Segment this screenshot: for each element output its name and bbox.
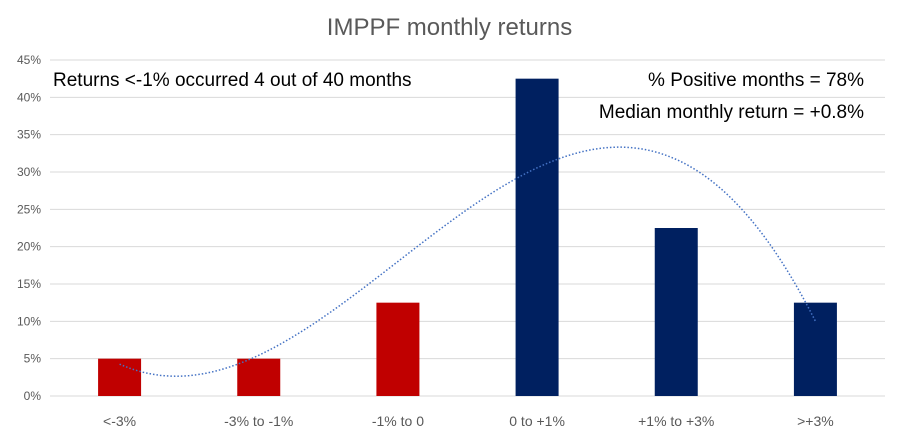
annotation-positive-months: % Positive months = 78%: [648, 70, 864, 91]
annotation-median-return: Median monthly return = +0.8%: [598, 102, 864, 123]
y-tick-label: 30%: [17, 165, 41, 179]
trendline: [119, 146, 817, 377]
bar: [515, 78, 559, 397]
bars: [98, 78, 837, 397]
y-tick-label: 25%: [17, 202, 41, 216]
y-tick-label: 20%: [17, 240, 41, 254]
y-tick-label: 10%: [17, 314, 41, 328]
bar: [654, 228, 698, 396]
x-tick-label: 0 to +1%: [509, 413, 565, 429]
x-tick-label: -1% to 0: [372, 413, 424, 429]
x-tick-label: +1% to +3%: [638, 413, 714, 429]
y-tick-label: 35%: [17, 128, 41, 142]
gridlines: [50, 59, 885, 397]
bar: [237, 358, 281, 396]
chart-title: IMPPF monthly returns: [326, 14, 573, 41]
bar: [376, 302, 420, 396]
y-tick-label: 15%: [17, 277, 41, 291]
y-tick-label: 45%: [17, 53, 41, 67]
x-tick-label: -3% to -1%: [224, 413, 293, 429]
x-tick-label: >+3%: [797, 413, 834, 429]
x-axis-tick-labels: <-3% -3% to -1% -1% to 0 0 to +1% +1% to +3%…: [103, 413, 834, 429]
annotation-negative-months: Returns <-1% occurred 4 out of 40 months: [53, 70, 412, 91]
trendline-layer: [119, 146, 817, 377]
y-tick-label: 5%: [24, 352, 42, 366]
bar: [793, 302, 837, 396]
x-tick-label: <-3%: [103, 413, 136, 429]
y-tick-label: 0%: [24, 389, 42, 403]
y-axis-tick-labels: 0% 5% 10% 15% 20% 25% 30% 35% 40% 45%: [17, 53, 41, 403]
y-tick-label: 40%: [17, 90, 41, 104]
